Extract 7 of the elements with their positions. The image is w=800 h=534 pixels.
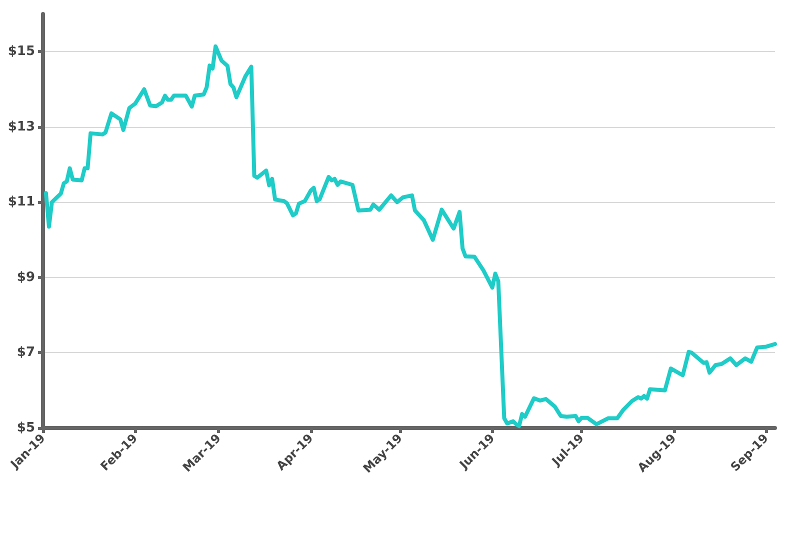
y-tick-label: $5 xyxy=(16,420,35,436)
y-tick-label: $7 xyxy=(16,345,35,360)
y-tick-label: $15 xyxy=(8,44,35,60)
y-tick-label: $9 xyxy=(16,270,35,285)
line-series xyxy=(44,44,777,428)
y-tick-label: $13 xyxy=(8,119,35,134)
y-tick-label: $11 xyxy=(8,194,35,210)
